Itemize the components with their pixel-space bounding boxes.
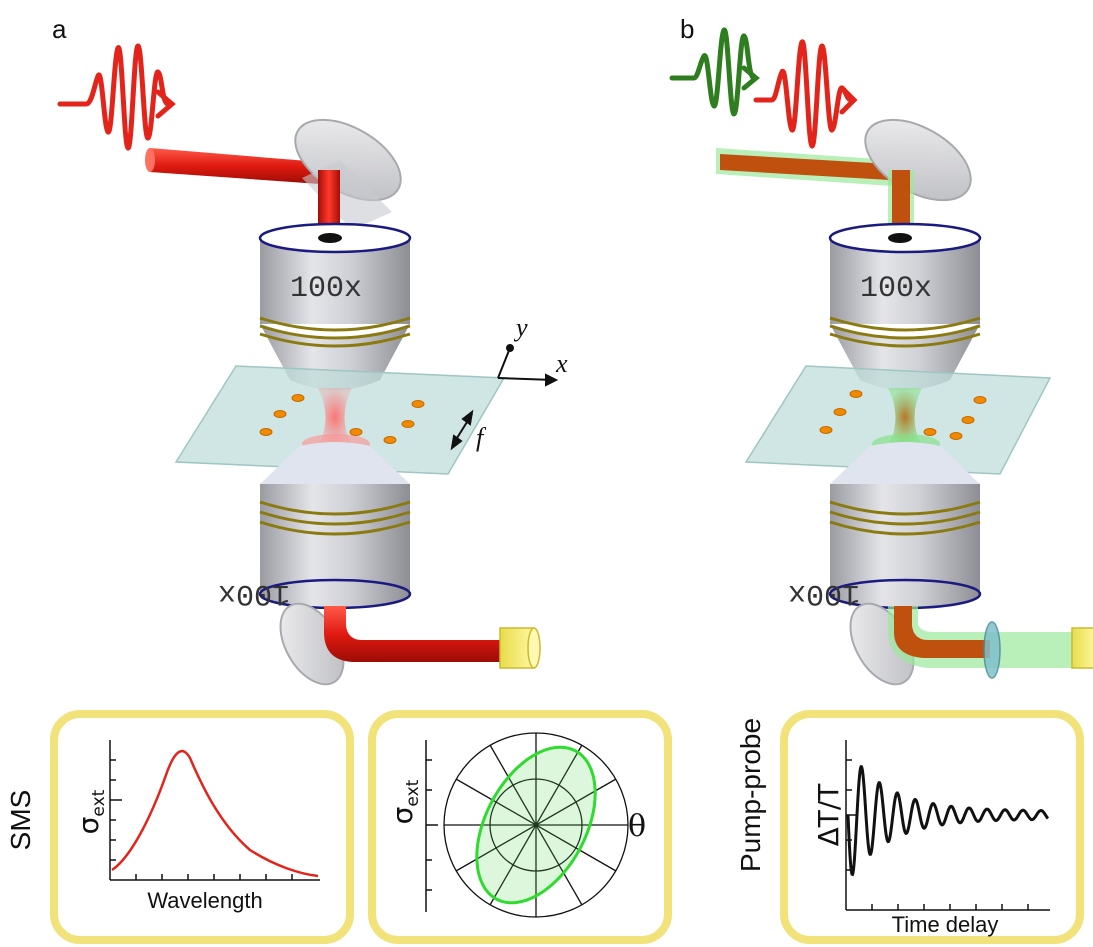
transient-ylabel: ΔT/T xyxy=(812,783,845,847)
top-objective-b-label: 100x xyxy=(860,272,932,306)
bottom-objective-b: 100x xyxy=(788,442,982,610)
axes-indicator xyxy=(450,344,559,451)
transient-xlabel: Time delay xyxy=(892,912,999,937)
filter xyxy=(983,621,1001,679)
axis-f-label: f xyxy=(476,423,487,452)
top-objective-label: 100x xyxy=(290,272,362,306)
top-objective-b: 100x xyxy=(828,222,982,390)
panel-b-letter: b xyxy=(680,14,694,44)
polar-ylabel: σext xyxy=(386,779,423,824)
panel-b: b 100x xyxy=(669,14,1093,686)
polar-grid xyxy=(443,732,629,918)
sms-label: SMS xyxy=(5,790,36,851)
spectrum-ylabel: σext xyxy=(72,789,109,834)
spectrum-inset: σext Wavelength xyxy=(50,710,354,944)
spectrum-curve xyxy=(111,749,319,878)
probe-pulse-icon xyxy=(57,43,176,151)
bottom-objective-label: 100x xyxy=(218,576,290,610)
focused-probe-beam xyxy=(318,388,352,446)
pump-probe-label: Pump-probe xyxy=(735,718,766,872)
focused-pump-probe-beam xyxy=(888,388,922,446)
combined-beam-output xyxy=(894,606,990,658)
panel-a: a 100x xyxy=(52,14,568,686)
axis-y-label: y xyxy=(513,313,528,342)
pump-pulse-icon xyxy=(669,27,760,117)
axis-x-label: x xyxy=(555,349,568,378)
polar-curve xyxy=(475,745,597,905)
bottom-objective: 100x xyxy=(218,442,412,610)
panel-a-letter: a xyxy=(52,14,67,44)
combined-beam-horizontal xyxy=(720,154,890,180)
transient-inset: ΔT/T Time delay xyxy=(780,710,1084,944)
probe-beam-horizontal xyxy=(150,148,320,184)
top-mirror-b xyxy=(864,118,972,202)
polar-inset: σext θ xyxy=(368,710,672,944)
polar-angle-label: θ xyxy=(628,809,646,844)
probe-beam-output xyxy=(324,606,508,662)
nanoparticles-b xyxy=(819,390,987,440)
detector-b xyxy=(1071,627,1093,669)
spectrum-xlabel: Wavelength xyxy=(147,888,262,913)
bottom-objective-b-label: 100x xyxy=(788,576,860,610)
probe-pulse-b-icon xyxy=(753,39,858,149)
nanoparticles xyxy=(259,394,425,444)
transient-curve xyxy=(846,765,1050,877)
top-objective: 100x xyxy=(258,222,412,390)
